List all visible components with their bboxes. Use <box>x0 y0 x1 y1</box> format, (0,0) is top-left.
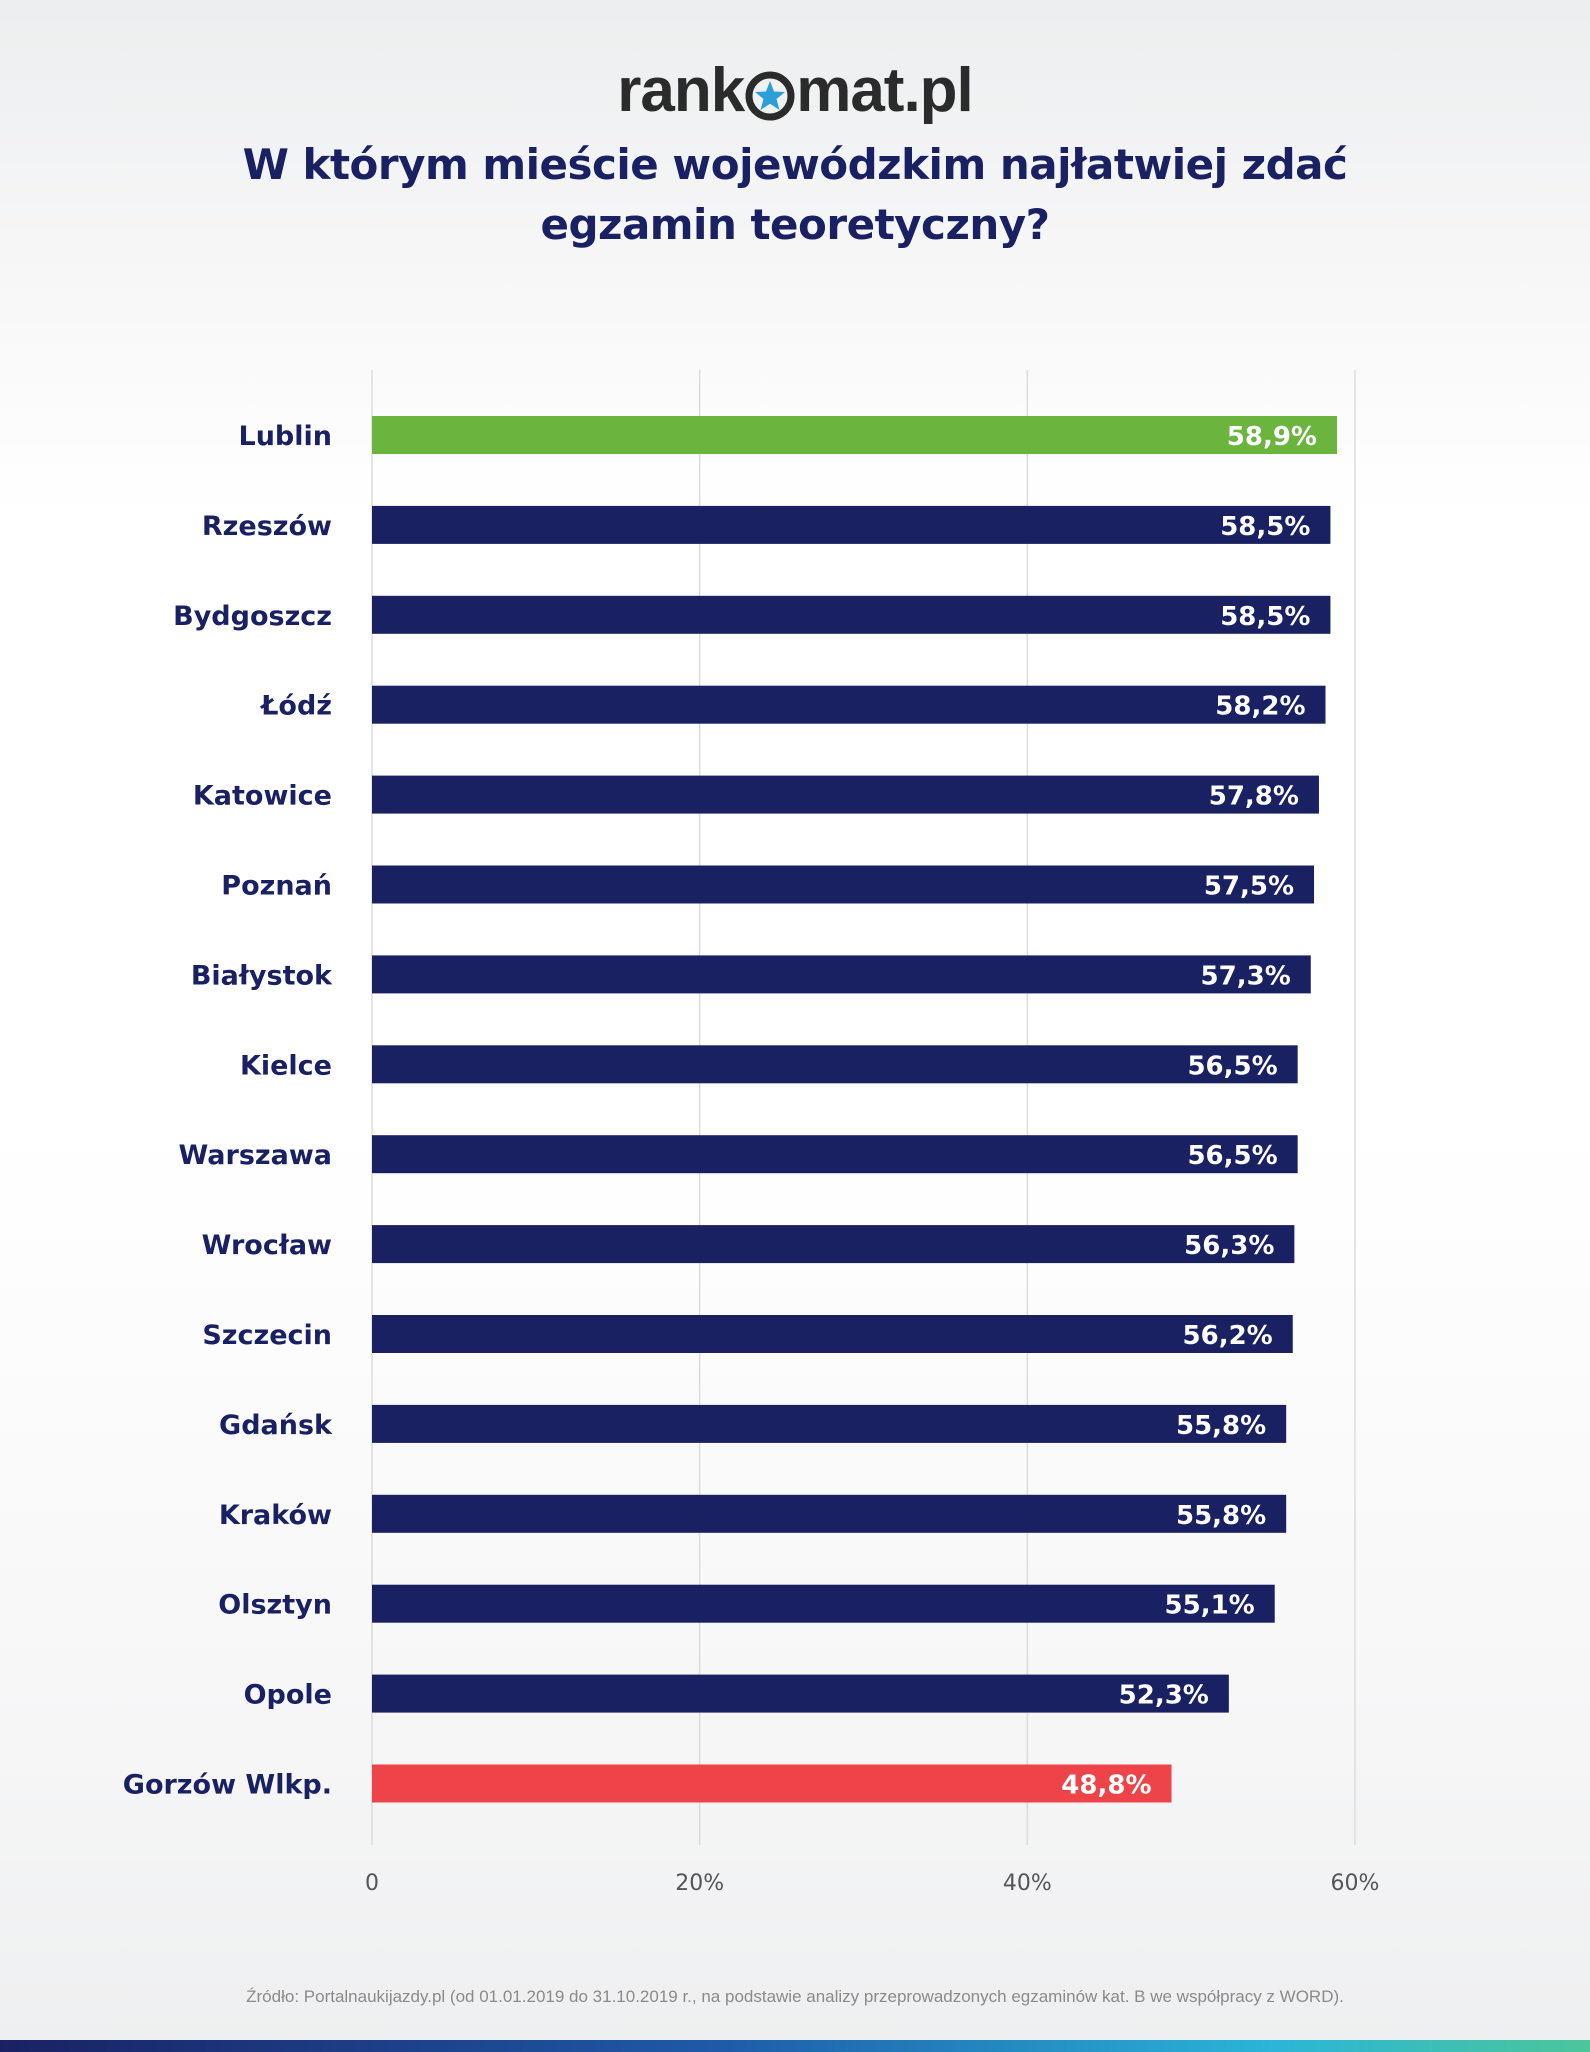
bar <box>372 416 1337 454</box>
category-label: Wrocław <box>202 1230 332 1261</box>
bar-value-label: 57,5% <box>1204 872 1294 902</box>
category-label: Poznań <box>221 871 332 902</box>
chart-title: W którym mieście wojewódzkim najłatwiej … <box>0 135 1590 255</box>
bar <box>372 1584 1275 1623</box>
bar-value-label: 57,3% <box>1201 961 1291 991</box>
bar-value-label: 58,2% <box>1215 692 1305 722</box>
bar <box>372 1674 1229 1713</box>
bar <box>372 1135 1298 1174</box>
x-tick-label: 40% <box>1003 1871 1052 1896</box>
bar-value-label: 56,3% <box>1184 1231 1274 1261</box>
category-label: Rzeszów <box>202 511 332 542</box>
bar <box>372 1494 1287 1533</box>
grid-lines <box>371 370 1356 1845</box>
category-label: Gorzów Wlkp. <box>123 1770 332 1801</box>
category-label: Bydgoszcz <box>173 601 332 632</box>
category-labels: Lublin Rzeszów Bydgoszcz Łódź Katowice Poznań… <box>123 421 333 1801</box>
logo-text-end: mat.pl <box>796 55 974 125</box>
bar-value-label: 56,5% <box>1187 1051 1277 1081</box>
x-tick-label: 60% <box>1331 1871 1380 1896</box>
category-label: Kielce <box>240 1050 332 1081</box>
category-label: Szczecin <box>202 1320 332 1351</box>
bottom-accent-bar <box>0 2040 1590 2052</box>
logo-text-start: rank <box>617 55 745 125</box>
bar-value-label: 55,8% <box>1176 1501 1266 1531</box>
bar-value-label: 58,9% <box>1227 422 1317 452</box>
source-note: Źródło: Portalnaukijazdy.pl (od 01.01.20… <box>246 1987 1344 2006</box>
bar-value-label: 48,8% <box>1061 1771 1151 1801</box>
category-label: Opole <box>244 1680 332 1711</box>
bar <box>372 1315 1293 1353</box>
bars: 58,9% 58,5% 58,5% 58,2% 57,8% 57,5% 57,3% 56,5%… <box>372 416 1337 1803</box>
category-label: Kraków <box>219 1500 332 1531</box>
bar <box>372 1404 1287 1443</box>
bar <box>372 865 1315 904</box>
bar-value-label: 58,5% <box>1220 602 1310 632</box>
category-label: Lublin <box>239 421 333 452</box>
x-tick-label: 0 <box>365 1871 379 1896</box>
bar <box>372 1225 1295 1264</box>
category-label: Warszawa <box>178 1140 332 1171</box>
bar <box>372 595 1331 634</box>
star-circle-icon <box>745 66 795 121</box>
bar <box>372 1045 1298 1084</box>
bar-chart: 58,9% 58,5% 58,5% 58,2% 57,8% 57,5% 57,3% 56,5%… <box>123 370 1379 1896</box>
bar-value-label: 56,5% <box>1187 1141 1277 1171</box>
bar <box>372 1764 1172 1803</box>
bar <box>372 775 1319 814</box>
category-label: Białystok <box>191 960 333 991</box>
category-label: Katowice <box>193 781 332 812</box>
x-axis-ticks: 0 20% 40% 60% <box>365 1871 1379 1896</box>
bar <box>372 685 1326 724</box>
bar-value-label: 58,5% <box>1220 512 1310 542</box>
chart-title-line-1: W którym mieście wojewódzkim najłatwiej … <box>242 140 1348 189</box>
chart-title-line-2: egzamin teoretyczny? <box>540 200 1050 249</box>
bar <box>372 955 1311 994</box>
x-tick-label: 20% <box>675 1871 724 1896</box>
logo: rank mat.pl <box>0 52 1590 126</box>
bar <box>372 505 1331 544</box>
category-label: Gdańsk <box>219 1410 333 1441</box>
bar-value-label: 52,3% <box>1119 1681 1209 1711</box>
bar-value-label: 57,8% <box>1209 782 1299 812</box>
bar-value-label: 55,1% <box>1165 1591 1255 1621</box>
category-label: Łódź <box>259 691 332 722</box>
category-label: Olsztyn <box>218 1590 332 1621</box>
bar-value-label: 56,2% <box>1183 1321 1273 1351</box>
bar-value-label: 55,8% <box>1176 1411 1266 1441</box>
